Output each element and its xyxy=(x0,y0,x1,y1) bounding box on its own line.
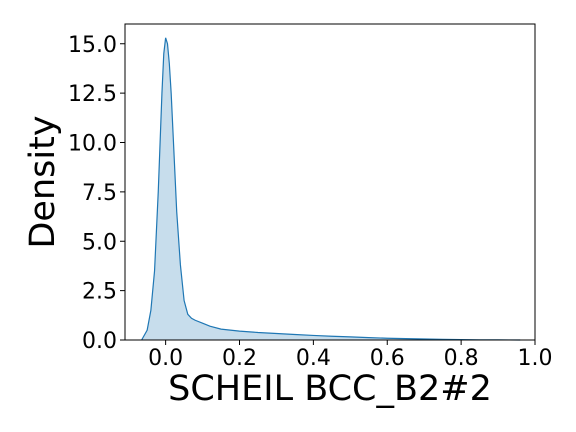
y-tick-label: 2.5 xyxy=(82,280,117,305)
plot-area xyxy=(141,37,521,341)
x-axis-label: SCHEIL BCC_B2#2 xyxy=(168,369,492,409)
x-tick-label: 0.4 xyxy=(296,346,331,371)
x-tick-label: 0.2 xyxy=(222,346,257,371)
y-tick-label: 10.0 xyxy=(68,132,117,157)
axes: 0.0 0.2 0.4 0.6 0.8 1.0 0.0 2.5 5.0 7.5 10.0 12.5 15… xyxy=(68,23,553,371)
y-tick-label: 7.5 xyxy=(82,181,117,206)
x-tick-label: 1.0 xyxy=(518,346,553,371)
x-tick-label: 0.8 xyxy=(444,346,479,371)
y-tick-label: 15.0 xyxy=(68,33,117,58)
x-tick-label: 0.6 xyxy=(370,346,405,371)
axes-frame xyxy=(124,23,536,341)
y-tick-label: 0.0 xyxy=(82,329,117,354)
y-tick-label: 12.5 xyxy=(68,82,117,107)
density-curve-line xyxy=(141,37,521,341)
x-tick-label: 0.0 xyxy=(148,346,183,371)
y-axis-label: Density xyxy=(23,115,63,248)
density-area-fill xyxy=(141,37,521,340)
y-tick-label: 5.0 xyxy=(82,230,117,255)
